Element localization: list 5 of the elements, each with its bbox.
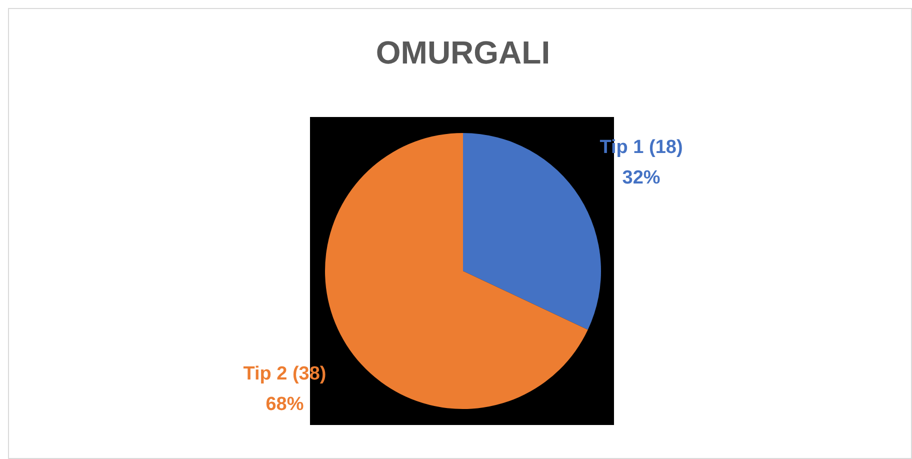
pie-slice bbox=[325, 133, 588, 409]
data-label: 68% bbox=[266, 394, 304, 415]
data-label: 32% bbox=[622, 168, 660, 189]
chart-title: OMURGALI bbox=[376, 34, 550, 70]
pie-slice bbox=[463, 133, 601, 330]
